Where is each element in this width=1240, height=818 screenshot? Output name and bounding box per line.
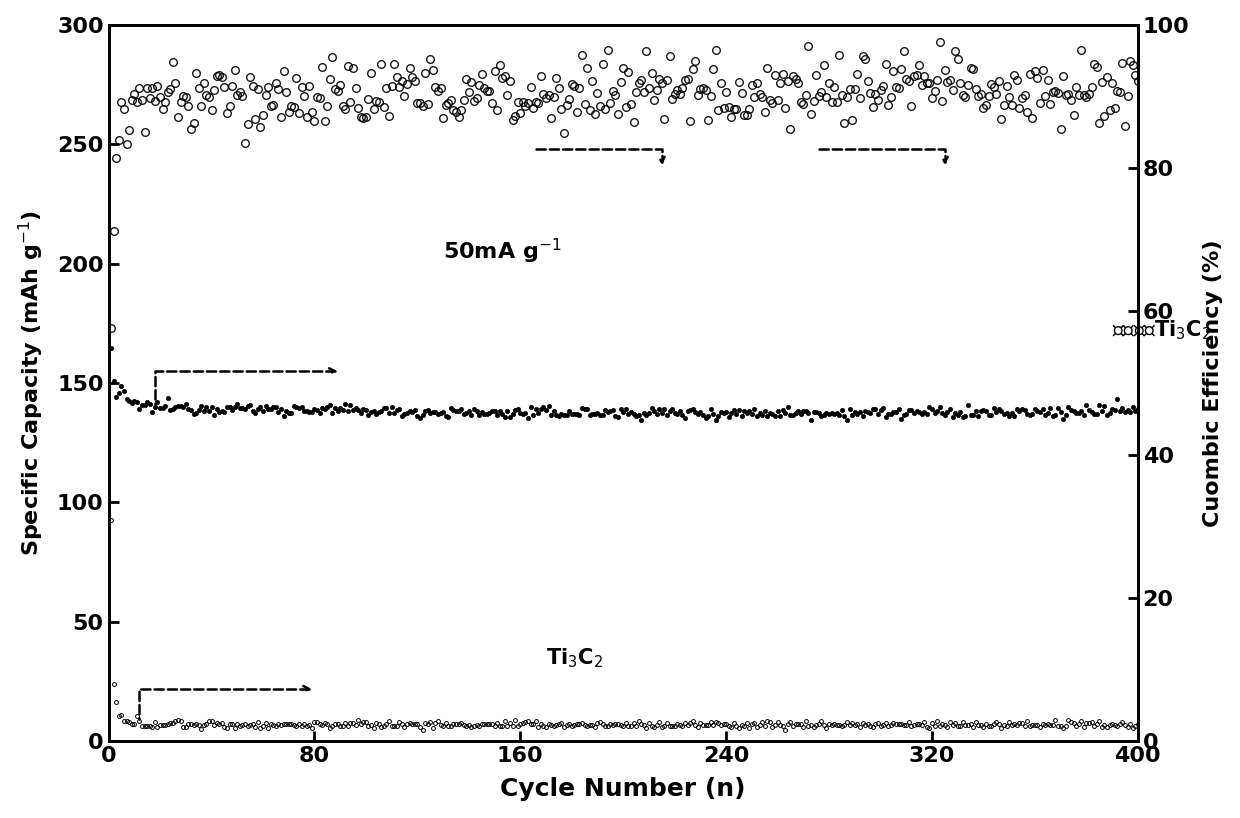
Text: 50mA g$^{-1}$: 50mA g$^{-1}$ xyxy=(443,237,562,266)
Y-axis label: Specific Capacity (mAh g$^{-1}$): Specific Capacity (mAh g$^{-1}$) xyxy=(16,210,46,556)
Text: 碳球支撑Ti$_3$C$_2$: 碳球支撑Ti$_3$C$_2$ xyxy=(1112,319,1211,342)
Y-axis label: Cuombic Efficiency (%): Cuombic Efficiency (%) xyxy=(1203,239,1224,527)
Text: Ti$_3$C$_2$: Ti$_3$C$_2$ xyxy=(546,646,603,670)
X-axis label: Cycle Number (n): Cycle Number (n) xyxy=(501,777,746,802)
